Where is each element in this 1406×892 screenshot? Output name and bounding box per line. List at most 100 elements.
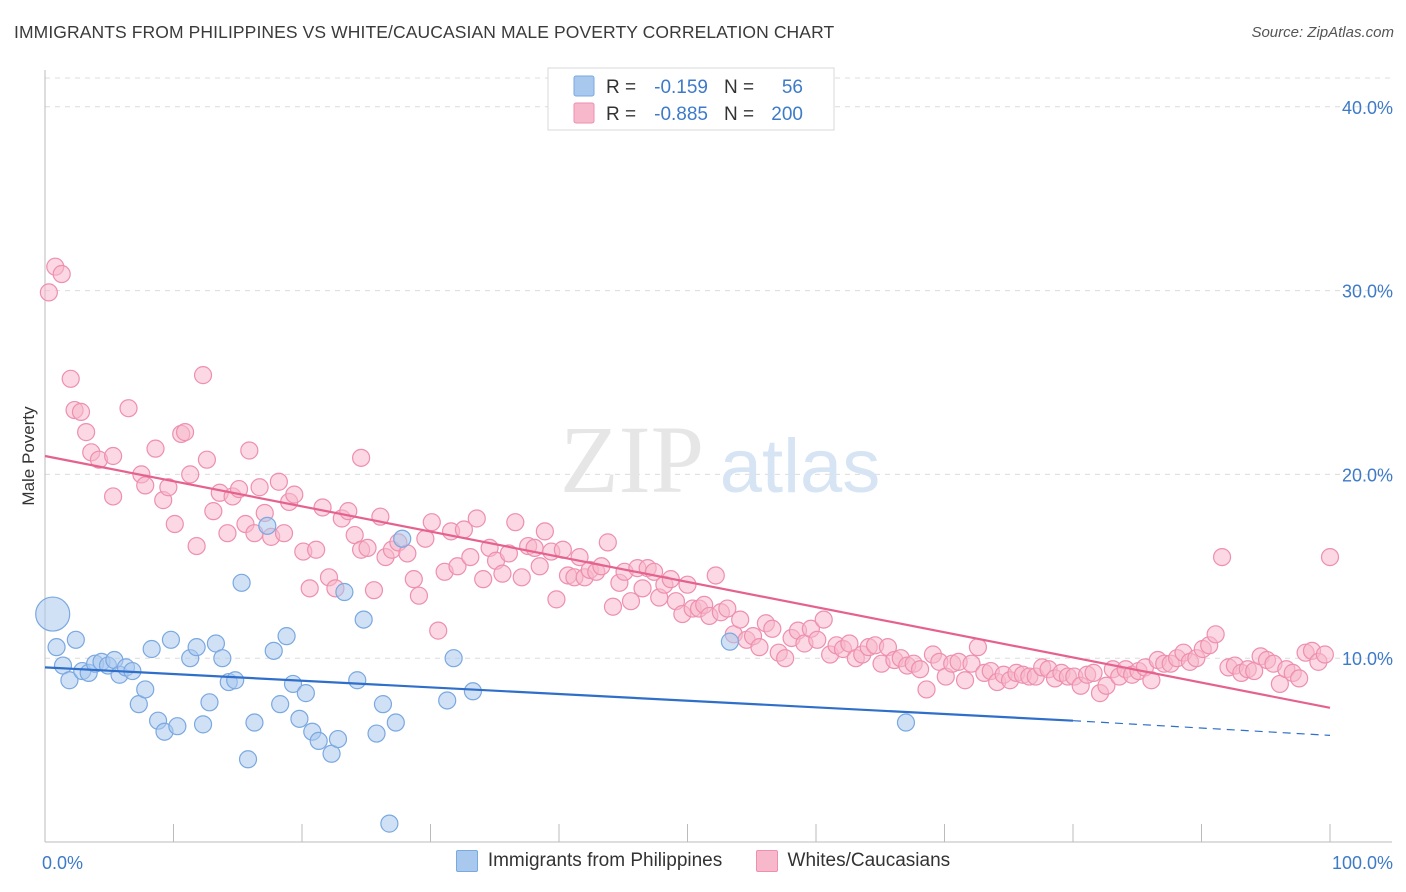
point-philippines-0: [35, 596, 71, 632]
point-philippines-32: [258, 516, 277, 535]
point-whites-9: [104, 446, 123, 466]
point-whites-60: [422, 513, 441, 532]
point-whites-149: [968, 638, 988, 657]
trend-line-blue-extension: [1072, 720, 1331, 736]
point-philippines-52: [444, 649, 463, 668]
point-whites-78: [535, 522, 554, 541]
point-philippines-37: [290, 709, 309, 728]
point-whites-41: [307, 540, 326, 559]
y-tick-label-0: 10.0%: [1342, 649, 1393, 669]
point-whites-103: [678, 575, 697, 594]
series-legend: Immigrants from Philippines Whites/Cauca…: [0, 850, 1406, 878]
point-philippines-19: [161, 630, 181, 649]
point-whites-24: [204, 502, 223, 521]
point-whites-19: [175, 423, 195, 442]
point-philippines-23: [193, 715, 213, 734]
point-whites-187: [1212, 547, 1232, 567]
stats-n-label-blue: N =: [724, 77, 754, 98]
point-whites-110: [718, 599, 737, 618]
point-whites-66: [461, 547, 480, 567]
point-whites-74: [512, 568, 531, 587]
point-philippines-33: [264, 641, 283, 660]
point-whites-147: [955, 671, 975, 690]
point-whites-95: [633, 579, 652, 598]
point-whites-169: [1097, 676, 1116, 695]
point-whites-21: [187, 536, 206, 556]
trend-line-blue: [44, 666, 1074, 722]
point-whites-48: [352, 448, 371, 467]
point-philippines-49: [386, 713, 405, 732]
point-whites-124: [808, 630, 827, 649]
legend-label-immigrants-philippines: Immigrants from Philippines: [487, 850, 723, 871]
point-whites-10: [104, 487, 123, 506]
point-whites-115: [750, 638, 769, 657]
point-whites-50: [358, 538, 377, 558]
point-whites-186: [1206, 625, 1225, 644]
point-philippines-45: [354, 610, 373, 629]
stats-n-label-pink: N =: [724, 104, 754, 125]
point-whites-167: [1084, 663, 1103, 682]
y-tick-label-2: 30.0%: [1342, 282, 1393, 302]
point-whites-22: [193, 366, 213, 385]
point-whites-80: [547, 590, 566, 609]
point-philippines-34: [271, 695, 290, 714]
point-whites-40: [300, 579, 319, 598]
point-whites-6: [77, 423, 96, 442]
point-whites-23: [197, 450, 217, 469]
point-whites-90: [603, 597, 623, 616]
point-whites-199: [1290, 669, 1309, 688]
point-whites-61: [429, 621, 448, 640]
stats-legend-pink-swatch: [573, 102, 595, 124]
legend-item-whites-caucasians: Whites/Caucasians: [755, 850, 951, 872]
point-whites-141: [917, 680, 936, 699]
x-tick-label-0: 0.0%: [42, 853, 83, 873]
point-whites-20: [181, 465, 200, 484]
point-philippines-22: [187, 638, 206, 657]
point-whites-57: [404, 570, 423, 589]
watermark-zip: ZIP: [560, 406, 704, 513]
point-whites-72: [499, 544, 518, 563]
legend-item-immigrants-philippines: Immigrants from Philippines: [455, 850, 723, 872]
point-whites-58: [409, 586, 429, 605]
point-whites-0: [39, 283, 58, 302]
point-whites-64: [448, 557, 467, 576]
x-tick-label-1: 100.0%: [1332, 853, 1393, 873]
point-whites-26: [218, 524, 237, 543]
point-philippines-50: [393, 529, 412, 548]
point-philippines-48: [380, 814, 399, 833]
point-philippines-44: [348, 671, 367, 690]
point-whites-17: [165, 514, 184, 534]
stats-n-value-pink: 200: [771, 104, 803, 125]
point-whites-14: [146, 439, 165, 458]
point-whites-68: [474, 570, 493, 589]
stats-r-label-pink: R =: [606, 104, 636, 125]
point-whites-148: [962, 654, 981, 673]
point-whites-16: [159, 478, 178, 497]
stats-r-value-blue: -0.159: [654, 77, 708, 98]
point-philippines-31: [245, 713, 264, 732]
stats-r-value-pink: -0.885: [654, 104, 708, 125]
point-whites-204: [1320, 547, 1340, 567]
point-whites-112: [731, 610, 750, 629]
stats-r-label-blue: R =: [606, 77, 636, 98]
legend-label-whites-caucasians: Whites/Caucasians: [787, 850, 951, 871]
stats-legend-blue-swatch: [573, 75, 595, 97]
point-whites-77: [530, 557, 549, 576]
point-whites-35: [269, 472, 288, 491]
point-philippines-28: [226, 671, 245, 690]
trend-lines: [44, 454, 1331, 736]
stats-legend-box: [547, 67, 835, 131]
point-philippines-24: [200, 693, 219, 712]
point-whites-36: [274, 524, 294, 543]
point-philippines-55: [896, 713, 916, 732]
point-philippines-43: [335, 582, 354, 602]
y-axis-label: Male Poverty: [19, 406, 38, 506]
point-philippines-29: [232, 573, 251, 592]
stats-n-value-blue: 56: [782, 77, 803, 98]
point-whites-67: [467, 509, 486, 528]
y-tick-label-1: 20.0%: [1342, 465, 1393, 485]
watermark: ZIP atlas: [560, 406, 880, 513]
point-philippines-30: [238, 750, 258, 769]
legend-swatch-blue: [455, 850, 478, 872]
